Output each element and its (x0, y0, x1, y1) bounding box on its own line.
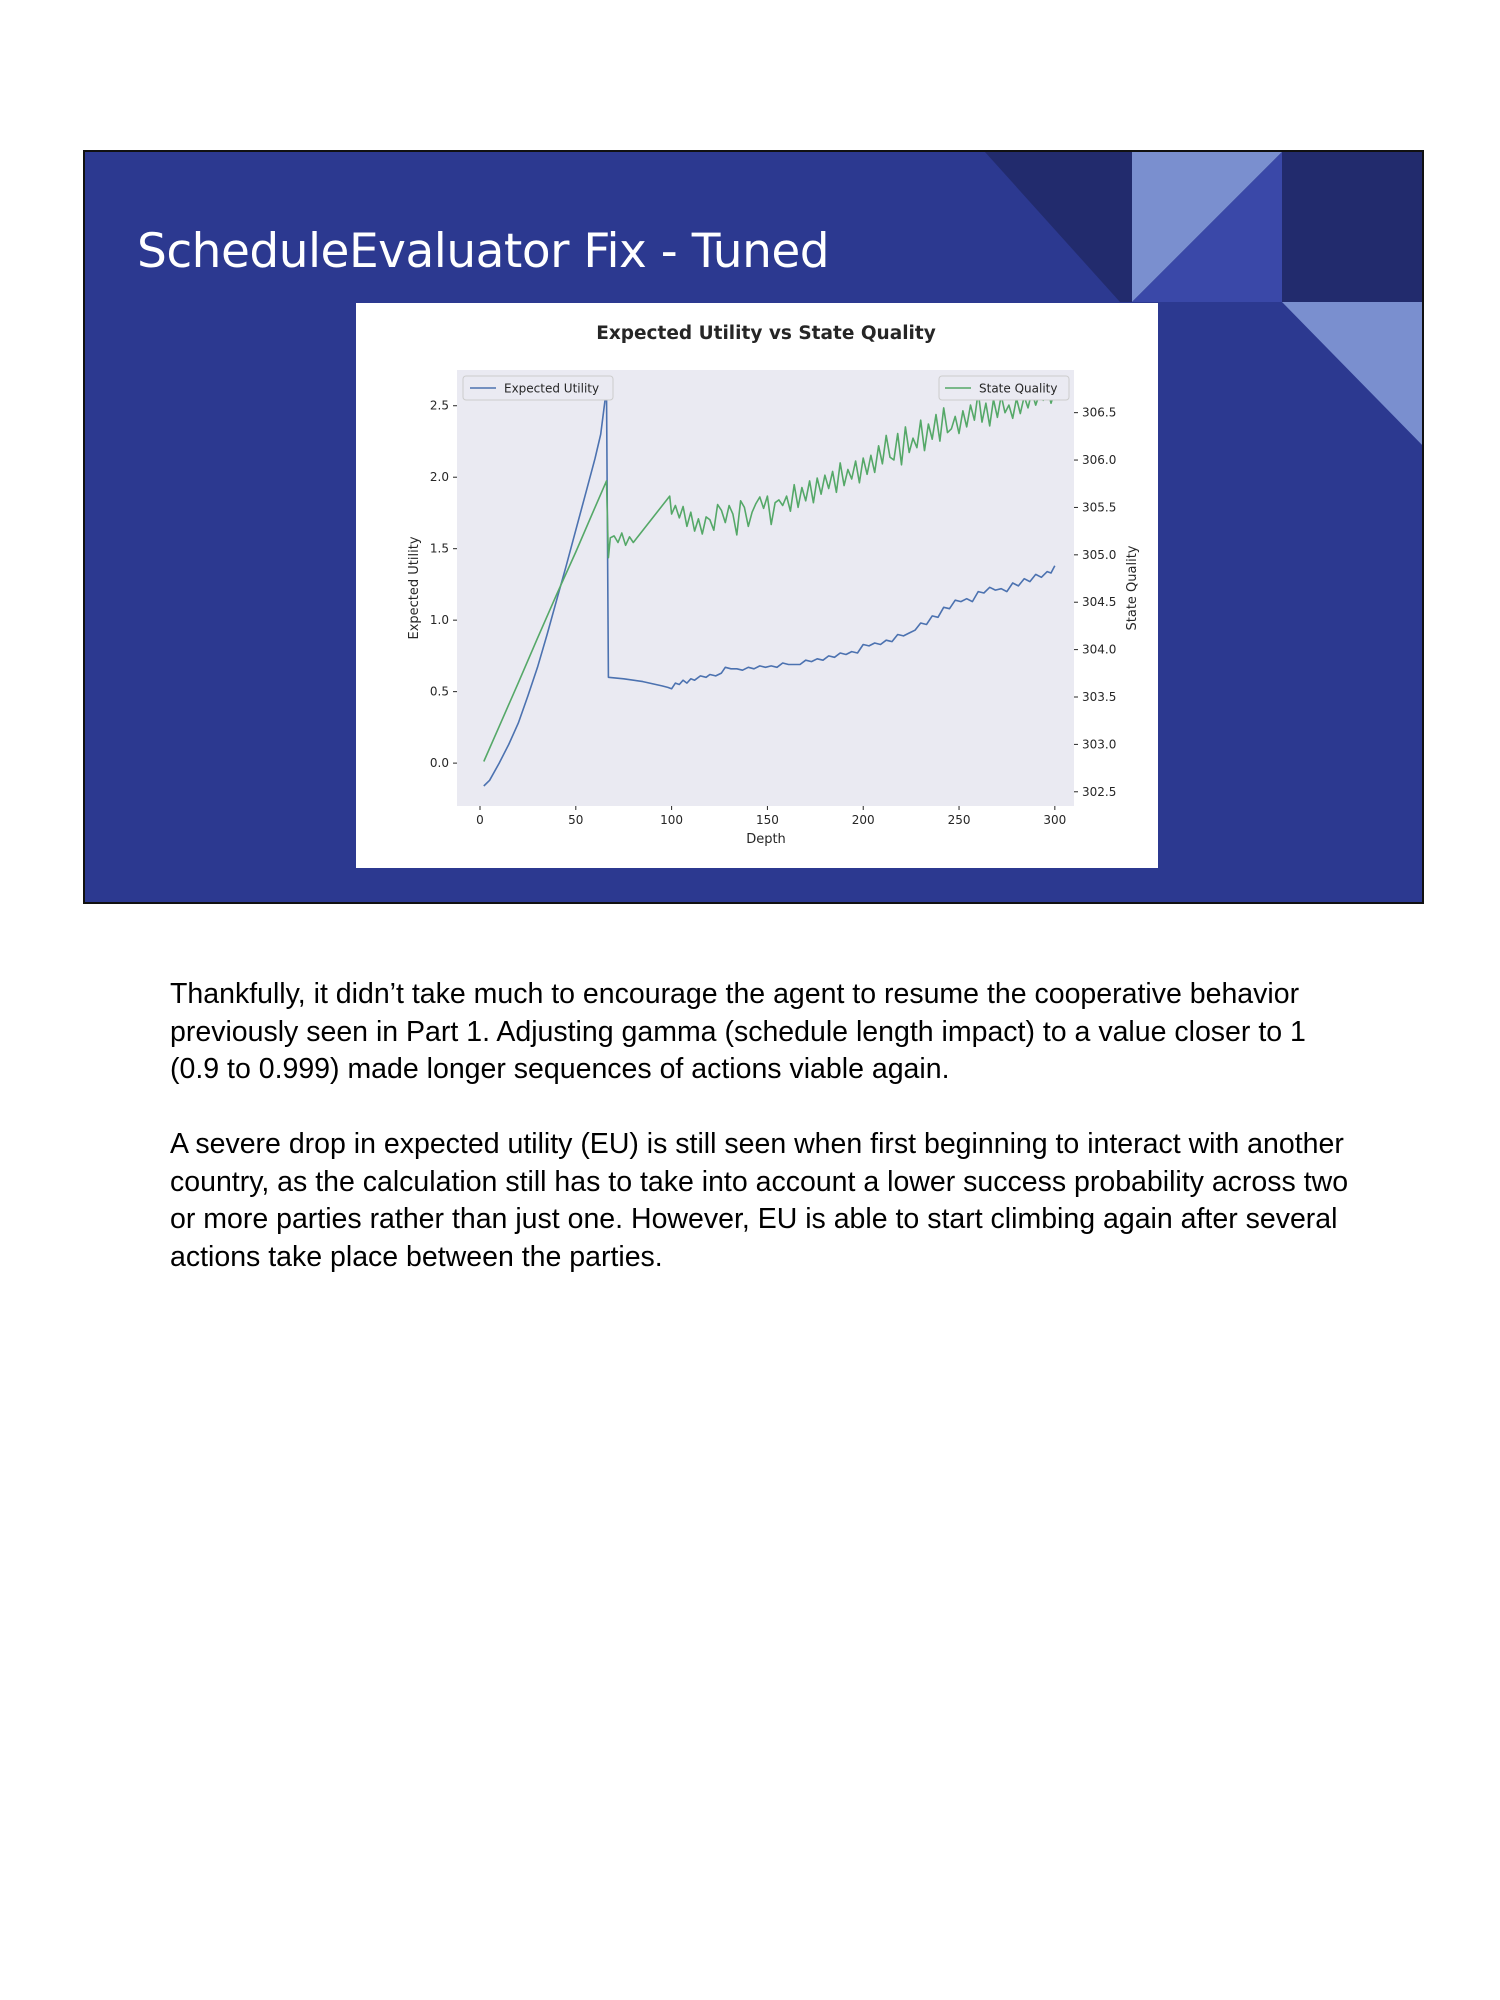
chart: Expected Utility vs State Quality 0 50 100… (407, 323, 1140, 847)
x-tick-label: 50 (568, 813, 583, 827)
slide-title: ScheduleEvaluator Fix - Tuned (137, 224, 830, 279)
x-tick-label: 200 (852, 813, 875, 827)
legend-label-state-quality: State Quality (979, 382, 1057, 396)
y2-axis-label: State Quality (1125, 545, 1140, 630)
x-tick-label: 150 (756, 813, 779, 827)
y-tick-label: 0.5 (430, 685, 449, 699)
legend-label-expected-utility: Expected Utility (504, 382, 599, 396)
y-tick-label: 1.0 (430, 613, 449, 627)
y-tick-label: 2.0 (430, 470, 449, 484)
y-tick-label: 2.5 (430, 399, 449, 413)
y2-tick-label: 302.5 (1082, 785, 1116, 799)
light-triangle-right (1282, 302, 1422, 445)
y2-tick-label: 306.5 (1082, 406, 1116, 420)
x-axis-ticks: 0 50 100 150 200 250 300 (476, 806, 1066, 827)
notes-paragraph: Thankfully, it didn’t take much to encou… (170, 978, 1306, 1085)
y2-tick-label: 306.0 (1082, 453, 1116, 467)
plot-area (457, 370, 1074, 806)
series-line-expected-utility (483, 387, 1056, 787)
y2-tick-label: 304.5 (1082, 595, 1116, 609)
series-line-state-quality (483, 386, 1056, 762)
y2-tick-label: 305.0 (1082, 548, 1116, 562)
x-tick-label: 0 (476, 813, 484, 827)
speaker-notes: Thankfully, it didn’t take much to encou… (170, 976, 1350, 1314)
chart-title: Expected Utility vs State Quality (596, 323, 936, 344)
y2-tick-label: 304.0 (1082, 643, 1116, 657)
y-tick-label: 0.0 (430, 756, 449, 770)
y-axis-ticks: 0.0 0.5 1.0 1.5 2.0 2.5 (430, 399, 457, 770)
y2-tick-label: 303.0 (1082, 737, 1116, 751)
x-axis-label: Depth (746, 832, 786, 847)
notes-paragraph: A severe drop in expected utility (EU) i… (170, 1128, 1349, 1273)
slide: ScheduleEvaluator Fix - Tuned Expected U… (83, 150, 1424, 904)
y2-tick-label: 305.5 (1082, 500, 1116, 514)
x-tick-label: 250 (948, 813, 971, 827)
y-tick-label: 1.5 (430, 542, 449, 556)
chart-panel: Expected Utility vs State Quality 0 50 100… (356, 303, 1158, 868)
y2-tick-label: 303.5 (1082, 690, 1116, 704)
y2-axis-ticks: 302.5 303.0 303.5 304.0 304.5 305.0 305.5 306.0… (1074, 406, 1116, 799)
mid-triangle-top (1132, 152, 1282, 302)
y-axis-label: Expected Utility (407, 536, 422, 639)
x-tick-label: 100 (660, 813, 683, 827)
slide-decoration (985, 152, 1422, 445)
legend-state-quality: State Quality (938, 375, 1070, 401)
x-tick-label: 300 (1043, 813, 1066, 827)
legend-expected-utility: Expected Utility (462, 375, 614, 401)
